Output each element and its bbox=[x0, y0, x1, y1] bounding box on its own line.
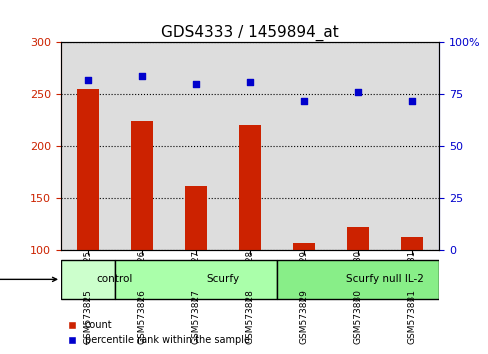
Text: GSM573831: GSM573831 bbox=[407, 289, 417, 344]
Text: GSM573826: GSM573826 bbox=[138, 250, 146, 301]
Bar bbox=[131, 121, 153, 250]
Point bbox=[246, 79, 254, 85]
Point bbox=[84, 77, 92, 83]
Text: GSM573828: GSM573828 bbox=[245, 250, 255, 301]
Point bbox=[354, 90, 362, 95]
Bar bbox=[185, 186, 207, 250]
Bar bbox=[185, 186, 207, 250]
Text: GSM573825: GSM573825 bbox=[83, 250, 93, 301]
Text: Scurfy null IL-2: Scurfy null IL-2 bbox=[346, 274, 424, 284]
FancyBboxPatch shape bbox=[61, 260, 115, 299]
Text: genotype/variation: genotype/variation bbox=[0, 274, 57, 284]
Point bbox=[408, 98, 416, 103]
Point bbox=[300, 98, 308, 103]
Bar bbox=[239, 125, 261, 250]
Text: GSM573830: GSM573830 bbox=[354, 289, 363, 344]
Bar bbox=[115, 42, 169, 250]
Bar bbox=[401, 237, 423, 250]
Bar bbox=[331, 42, 385, 250]
Bar bbox=[131, 121, 153, 250]
Bar bbox=[223, 42, 277, 250]
Text: GSM573828: GSM573828 bbox=[245, 289, 255, 344]
Bar bbox=[77, 89, 99, 250]
Bar bbox=[401, 237, 423, 250]
Bar bbox=[385, 42, 439, 250]
Bar bbox=[239, 125, 261, 250]
Bar bbox=[61, 42, 115, 250]
Point bbox=[192, 81, 200, 87]
Text: GSM573829: GSM573829 bbox=[300, 289, 308, 344]
Text: GSM573826: GSM573826 bbox=[138, 289, 146, 344]
Text: GSM573830: GSM573830 bbox=[354, 250, 363, 301]
Bar bbox=[293, 243, 315, 250]
Text: GSM573827: GSM573827 bbox=[192, 250, 201, 301]
Point bbox=[138, 73, 146, 79]
FancyBboxPatch shape bbox=[115, 260, 277, 299]
Text: GSM573831: GSM573831 bbox=[407, 250, 417, 301]
Text: control: control bbox=[97, 274, 133, 284]
Legend: count, percentile rank within the sample: count, percentile rank within the sample bbox=[63, 316, 254, 349]
Bar bbox=[277, 42, 331, 250]
Bar bbox=[77, 89, 99, 250]
FancyBboxPatch shape bbox=[277, 260, 439, 299]
Text: Scurfy: Scurfy bbox=[206, 274, 240, 284]
Text: GSM573827: GSM573827 bbox=[192, 289, 201, 344]
Bar bbox=[347, 227, 369, 250]
Bar bbox=[169, 42, 223, 250]
Bar bbox=[293, 243, 315, 250]
Bar bbox=[347, 227, 369, 250]
Text: GSM573829: GSM573829 bbox=[300, 250, 308, 301]
Title: GDS4333 / 1459894_at: GDS4333 / 1459894_at bbox=[161, 25, 339, 41]
Text: GSM573825: GSM573825 bbox=[83, 289, 93, 344]
